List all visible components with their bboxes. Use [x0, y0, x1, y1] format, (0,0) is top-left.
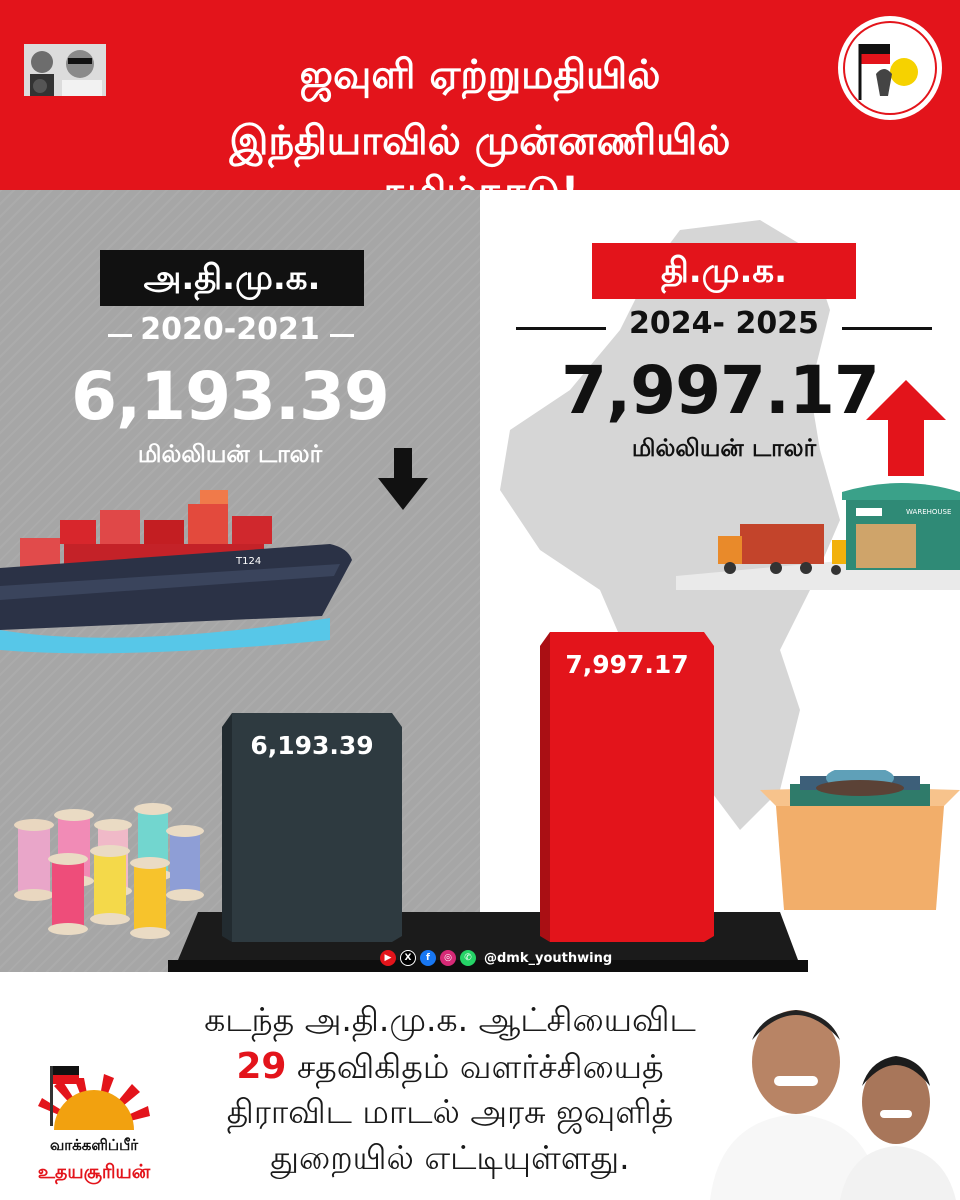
bar-admk [222, 713, 402, 942]
cargo-ship-image: T124 [0, 490, 352, 654]
footer-line-4: துறையில் எட்டியுள்ளது. [270, 1138, 630, 1177]
warehouse-truck-image: WAREHOUSE [676, 483, 960, 590]
whatsapp-icon[interactable]: ✆ [460, 950, 476, 966]
social-handles: ▶ X f ◎ ✆ @dmk_youthwing [380, 948, 640, 968]
right-year-rule-left [516, 327, 606, 330]
up-arrow-icon [866, 380, 946, 476]
youthwing-logo [838, 16, 942, 120]
vote-rising-sun-logo: வாக்களிப்பீர் உதயசூரியன் [38, 1066, 151, 1185]
clothes-box-image [760, 770, 960, 910]
bar-body-1 [540, 632, 714, 942]
page-title-line1: ஜவுளி ஏற்றுமதியில் [299, 52, 661, 98]
left-year-rule-left [108, 334, 132, 337]
footer-line-2-rest: சதவிகிதம் வளர்ச்சியைத் [286, 1047, 664, 1086]
left-year-rule-right [330, 334, 354, 337]
youtube-icon[interactable]: ▶ [380, 950, 396, 966]
bar-label-dmk: 7,997.17 [565, 650, 689, 679]
tamil-nadu-map-image [500, 220, 840, 830]
leaders-photo-image [710, 1010, 956, 1200]
header-banner: ஜவுளி ஏற்றுமதியில் இந்தியாவில் முன்னணியி… [0, 0, 960, 215]
footer-line-3: திராவிட மாடல் அரசு ஜவுளித் [226, 1092, 674, 1131]
bar-shade-0 [222, 713, 232, 942]
admk-period: 2020-2021 [140, 312, 320, 347]
bar-body-0 [222, 713, 402, 942]
facebook-icon[interactable]: f [420, 950, 436, 966]
bar-shade-1 [540, 632, 550, 942]
down-arrow-icon [378, 448, 428, 510]
instagram-icon[interactable]: ◎ [440, 950, 456, 966]
dmk-value: 7,997.17 [561, 352, 880, 429]
dmk-period: 2024- 2025 [629, 306, 819, 341]
warehouse-sign-text: WAREHOUSE [906, 508, 951, 516]
thread-spools-image [14, 803, 204, 939]
admk-value: 6,193.39 [71, 358, 390, 435]
vote-logo-line1: வாக்களிப்பீர் [50, 1136, 139, 1154]
social-handle-text[interactable]: @dmk_youthwing [484, 950, 613, 966]
footer-line-2: 29 சதவிகிதம் வளர்ச்சியைத் [200, 1046, 700, 1091]
right-year-rule-right [842, 327, 932, 330]
bar-dmk [540, 632, 714, 942]
growth-percent: 29 [236, 1046, 287, 1087]
admk-unit: மில்லியன் டாலர் [137, 440, 323, 468]
footer-line-1: கடந்த அ.தி.மு.க. ஆட்சியைவிட [204, 1000, 696, 1039]
bar-label-admk: 6,193.39 [250, 731, 374, 760]
ship-hull-text: T124 [235, 556, 261, 567]
x-icon[interactable]: X [400, 950, 416, 966]
dmk-unit: மில்லியன் டாலர் [631, 434, 817, 462]
leaders-portrait-image [24, 44, 106, 96]
admk-label: அ.தி.மு.க. [100, 250, 364, 306]
vote-logo-line2: உதயசூரியன் [38, 1161, 151, 1185]
dmk-label: தி.மு.க. [592, 243, 856, 299]
